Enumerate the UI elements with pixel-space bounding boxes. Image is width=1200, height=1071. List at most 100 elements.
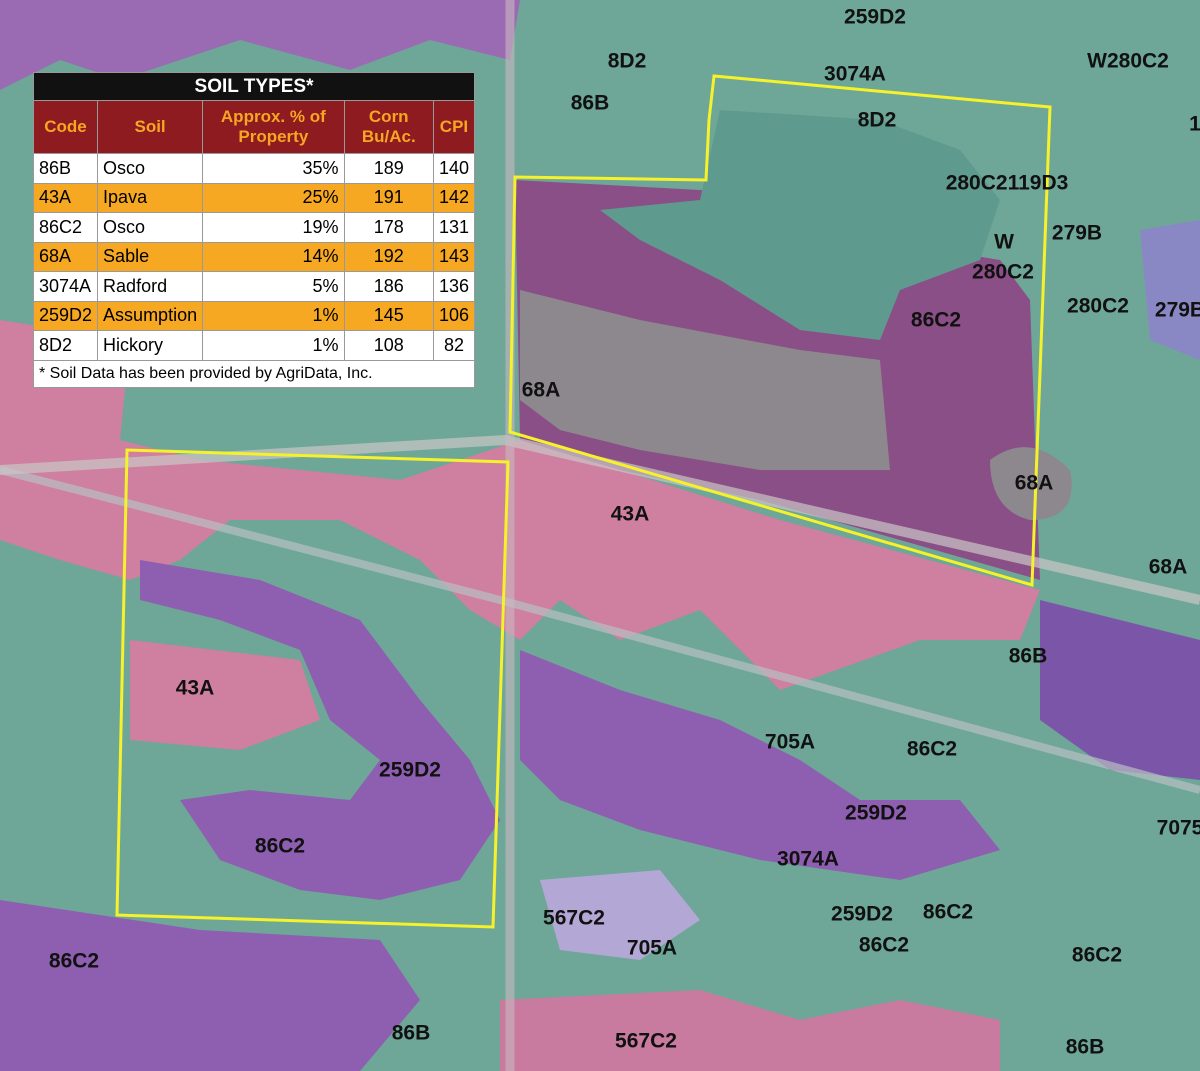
table-cell: 186 — [343, 271, 434, 302]
soil-label: 8D2 — [608, 50, 647, 73]
soil-label: 68A — [1149, 556, 1188, 579]
soil-pink — [0, 320, 1040, 690]
soil-label: 86C2 — [49, 950, 99, 973]
map-labels: 259D2 8D2 3074A W280C2 86B 8D2 280C2119D3 W 279B… — [49, 6, 1200, 1059]
soil-lavender — [1140, 220, 1200, 360]
soil-label: 86C2 — [255, 835, 305, 858]
soil-pink — [500, 990, 1000, 1071]
table-cell: 106 — [432, 300, 476, 331]
soil-label: 279B — [1155, 299, 1200, 322]
soil-pink — [130, 640, 320, 750]
soil-purple — [0, 900, 420, 1071]
soil-label: 259D2 — [379, 759, 441, 782]
soil-grey — [990, 447, 1072, 520]
table-cell: 131 — [432, 212, 476, 243]
soil-label: 705A — [627, 937, 677, 960]
table-title: SOIL TYPES* — [33, 72, 475, 101]
table-cell: 192 — [343, 241, 434, 272]
soil-label: 86B — [571, 92, 610, 115]
soil-purple — [140, 560, 500, 900]
soil-purple — [0, 0, 520, 90]
column-header: Approx. % of Property — [202, 100, 345, 154]
soil-label: 86B — [1066, 1036, 1105, 1059]
soil-label: 86C2 — [923, 901, 973, 924]
soil-label: 567C2 — [543, 907, 605, 930]
soil-label: 705A — [765, 731, 815, 754]
table-row: 68A Sable 14% 192 143 — [32, 241, 476, 272]
soil-label: 259D2 — [844, 6, 906, 29]
column-header: Corn Bu/Ac. — [343, 100, 434, 154]
footnote-row: * Soil Data has been provided by AgriDat… — [33, 359, 475, 388]
table-cell: 14% — [202, 241, 345, 272]
table-cell: 3074A — [32, 271, 99, 302]
soil-label: 7075 — [1157, 817, 1200, 840]
soil-types-table: SOIL TYPES* Code Soil Approx. % of Propert… — [32, 72, 476, 388]
soil-grey — [520, 290, 890, 470]
soil-lavender — [540, 870, 700, 960]
table-cell: 145 — [343, 300, 434, 331]
column-header: Code — [32, 100, 99, 154]
soil-label: 279B — [1052, 222, 1102, 245]
soil-label: 3074A — [777, 848, 839, 871]
table-cell: Ipava — [97, 182, 204, 213]
soil-label: 68A — [1015, 472, 1054, 495]
footnote: * Soil Data has been provided by AgriDat… — [33, 359, 475, 388]
table-cell: 189 — [343, 153, 434, 184]
soil-label: 86B — [1009, 645, 1048, 668]
soil-label: 280C2 — [972, 261, 1034, 284]
table-cell: 86B — [32, 153, 99, 184]
table-row: 43A Ipava 25% 191 142 — [32, 182, 476, 213]
soil-label: 280C2119D3 — [946, 172, 1069, 195]
soil-label: 259D2 — [831, 903, 893, 926]
table-cell: 86C2 — [32, 212, 99, 243]
soil-label: 86C2 — [1072, 944, 1122, 967]
table-cell: 25% — [202, 182, 345, 213]
property-boundary — [508, 74, 1052, 587]
table-cell: Osco — [97, 153, 204, 184]
table-cell: 82 — [432, 330, 476, 361]
table-cell: Osco — [97, 212, 204, 243]
soil-label: W — [994, 231, 1014, 254]
table-cell: 1% — [202, 330, 345, 361]
table-row: 3074A Radford 5% 186 136 — [32, 271, 476, 302]
soil-label: 86B — [392, 1022, 431, 1045]
table-cell: Assumption — [97, 300, 204, 331]
soil-label: 3074A — [824, 63, 886, 86]
soil-purple — [520, 650, 1000, 880]
soil-teal — [600, 110, 1000, 340]
column-header: CPI — [432, 100, 476, 154]
table-cell: Sable — [97, 241, 204, 272]
soil-label: 68A — [522, 379, 561, 402]
soil-label: 86C2 — [859, 934, 909, 957]
soil-label: W280C2 — [1087, 50, 1169, 73]
table-row: 8D2 Hickory 1% 108 82 — [32, 330, 476, 361]
soil-label: 86C2 — [907, 738, 957, 761]
table-cell: 108 — [343, 330, 434, 361]
table-cell: 191 — [343, 182, 434, 213]
soil-label: 43A — [611, 503, 650, 526]
soil-label: 567C2 — [615, 1030, 677, 1053]
table-cell: 142 — [432, 182, 476, 213]
table-row: 86C2 Osco 19% 178 131 — [32, 212, 476, 243]
table-cell: Hickory — [97, 330, 204, 361]
table-cell: 143 — [432, 241, 476, 272]
soil-label: 1 — [1189, 113, 1200, 136]
road — [0, 466, 1200, 794]
soil-label: 280C2 — [1067, 295, 1129, 318]
table-cell: 68A — [32, 241, 99, 272]
soil-label: 43A — [176, 677, 215, 700]
soil-label: 86C2 — [911, 309, 961, 332]
table-row: 86B Osco 35% 189 140 — [32, 153, 476, 184]
soil-purple — [1040, 600, 1200, 780]
table-cell: 43A — [32, 182, 99, 213]
table-cell: 259D2 — [32, 300, 99, 331]
soil-label: 8D2 — [858, 109, 897, 132]
table-cell: 35% — [202, 153, 345, 184]
property-boundary — [115, 448, 510, 929]
soil-label: 259D2 — [845, 802, 907, 825]
road — [0, 434, 1200, 605]
column-header: Soil — [97, 100, 204, 154]
table-cell: 1% — [202, 300, 345, 331]
